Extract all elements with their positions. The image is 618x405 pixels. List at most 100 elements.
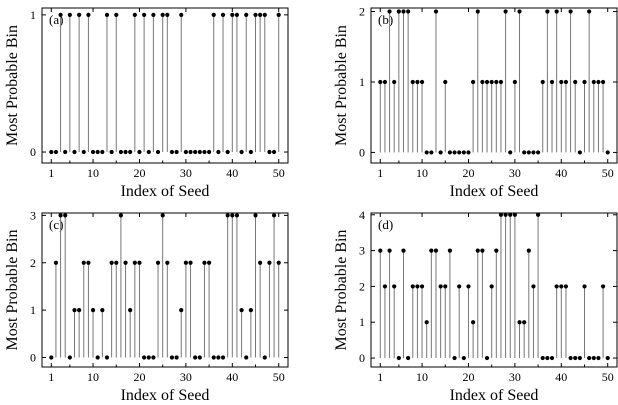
data-point (415, 284, 420, 289)
data-point (605, 150, 610, 155)
data-point (531, 284, 536, 289)
data-point (174, 355, 179, 360)
data-point (104, 12, 110, 17)
data-point (271, 149, 277, 155)
data-point (452, 150, 457, 155)
data-point (443, 284, 448, 289)
data-point (447, 150, 453, 155)
data-point (234, 213, 240, 218)
data-point (559, 79, 564, 85)
data-point (137, 149, 142, 155)
plot-frame (370, 7, 618, 164)
data-point (169, 149, 175, 155)
x-tick-label: 1 (377, 166, 383, 180)
data-point (554, 9, 559, 14)
data-point (95, 149, 100, 155)
data-point (415, 79, 420, 85)
data-point (234, 12, 240, 17)
data-point (387, 248, 392, 253)
data-point (188, 260, 193, 265)
x-tick-label: 10 (87, 166, 99, 180)
x-tick-label: 50 (273, 370, 285, 384)
data-point (503, 9, 508, 14)
data-point (123, 260, 128, 265)
x-axis-label: Index of Seed (121, 387, 210, 404)
data-point (72, 149, 77, 155)
data-point (424, 150, 429, 155)
data-point (549, 355, 555, 361)
x-tick-label: 50 (273, 166, 285, 180)
x-tick-label: 10 (87, 370, 99, 384)
data-point (573, 79, 578, 85)
data-point (86, 260, 91, 265)
data-point (271, 213, 277, 218)
data-point (382, 79, 388, 85)
data-point (230, 12, 235, 17)
data-point (276, 260, 281, 265)
x-tick-label: 30 (509, 166, 521, 180)
data-point (582, 284, 587, 289)
data-point (225, 149, 230, 155)
data-point (471, 79, 476, 85)
y-axis-label: Most Probable Bin (4, 25, 21, 146)
y-tick-label: 2 (359, 279, 365, 293)
x-axis-label: Index of Seed (450, 387, 539, 404)
data-point (522, 150, 527, 155)
x-tick-label: 40 (555, 166, 567, 180)
data-point (193, 149, 198, 155)
data-point (461, 150, 466, 155)
data-point (197, 355, 202, 360)
data-point (142, 355, 147, 360)
data-point (419, 79, 425, 85)
data-point (146, 355, 151, 360)
data-point (526, 150, 531, 155)
data-point (114, 260, 119, 265)
data-point (457, 284, 462, 289)
x-tick-label: 1 (48, 166, 54, 180)
y-axis-label: Most Probable Bin (333, 25, 350, 146)
data-point (540, 79, 545, 85)
data-point (253, 12, 258, 17)
y-tick-label: 0 (30, 145, 36, 159)
data-point (262, 12, 267, 17)
data-point (484, 79, 490, 85)
data-point (396, 355, 401, 361)
data-point (401, 248, 406, 253)
y-tick-label: 3 (30, 208, 36, 222)
data-point (471, 320, 476, 325)
y-tick-label: 2 (30, 256, 36, 270)
data-point (484, 355, 490, 361)
data-point (433, 248, 439, 253)
data-point (447, 248, 453, 253)
panel-label: (c) (49, 217, 63, 232)
y-axis-label: Most Probable Bin (4, 230, 21, 351)
data-point (183, 149, 188, 155)
data-point (419, 284, 425, 289)
data-point (517, 320, 522, 325)
data-point (63, 149, 68, 155)
data-point (438, 150, 443, 155)
x-tick-label: 30 (509, 370, 521, 384)
data-point (258, 12, 263, 17)
data-point (498, 212, 504, 217)
data-point (591, 355, 596, 361)
data-point (220, 12, 226, 17)
data-point (132, 12, 137, 17)
data-point (396, 9, 401, 14)
data-point (179, 12, 184, 17)
data-point (132, 260, 137, 265)
data-point (86, 12, 91, 17)
data-point (596, 79, 601, 85)
data-point (573, 355, 578, 361)
data-point (174, 149, 179, 155)
data-point (202, 149, 207, 155)
x-axis-label: Index of Seed (121, 183, 210, 200)
data-point (197, 149, 202, 155)
data-point (508, 212, 513, 217)
data-point (424, 320, 429, 325)
data-point (128, 149, 133, 155)
data-point (211, 12, 216, 17)
